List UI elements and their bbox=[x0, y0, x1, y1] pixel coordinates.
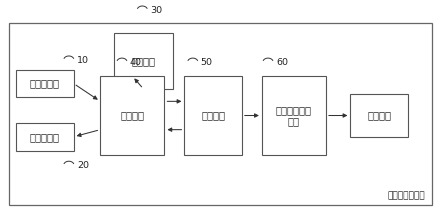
Text: 初始状态输出
电路: 初始状态输出 电路 bbox=[276, 105, 312, 126]
Bar bbox=[16, 70, 74, 97]
Text: 10: 10 bbox=[77, 56, 89, 65]
Text: 60: 60 bbox=[276, 58, 288, 67]
Bar bbox=[9, 23, 432, 205]
Text: 主控制器: 主控制器 bbox=[367, 110, 391, 120]
Text: 20: 20 bbox=[77, 161, 89, 170]
Text: 光耦合器: 光耦合器 bbox=[201, 110, 225, 120]
Bar bbox=[114, 33, 173, 89]
Text: 40: 40 bbox=[130, 58, 142, 67]
Text: 编码器反馈电路: 编码器反馈电路 bbox=[388, 191, 426, 200]
Text: 50: 50 bbox=[201, 58, 213, 67]
Bar bbox=[262, 76, 326, 155]
Text: 限流电路: 限流电路 bbox=[120, 110, 144, 120]
Text: 供电电路: 供电电路 bbox=[131, 56, 155, 66]
Text: 30: 30 bbox=[151, 6, 163, 15]
Text: 负极输入端: 负极输入端 bbox=[30, 132, 60, 142]
Text: 正极输入端: 正极输入端 bbox=[30, 79, 60, 89]
Bar bbox=[350, 94, 408, 137]
Bar bbox=[16, 123, 74, 151]
Bar bbox=[184, 76, 242, 155]
Bar bbox=[100, 76, 164, 155]
